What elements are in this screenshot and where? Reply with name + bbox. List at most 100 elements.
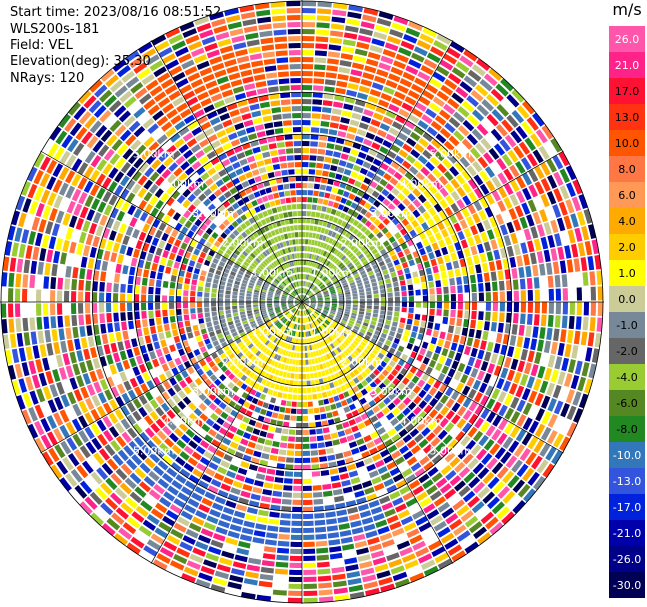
gate: [544, 141, 556, 157]
gate: [457, 125, 470, 137]
gate: [171, 201, 181, 211]
gate: [258, 580, 273, 588]
gate: [21, 288, 28, 302]
gate: [226, 102, 238, 111]
gate: [259, 430, 268, 438]
gate: [578, 194, 588, 210]
gate: [308, 292, 313, 297]
gate: [416, 215, 425, 225]
gate: [365, 376, 373, 384]
gate: [467, 178, 478, 190]
gate: [333, 320, 339, 325]
gate: [284, 262, 289, 269]
gate: [461, 354, 469, 364]
gate: [563, 215, 573, 230]
gate: [337, 203, 345, 211]
gate: [255, 350, 262, 357]
gate: [177, 248, 185, 257]
gate: [262, 446, 272, 453]
gate: [94, 487, 108, 500]
gate: [219, 318, 226, 324]
gate: [318, 449, 327, 456]
gate: [212, 278, 219, 285]
gate: [288, 576, 302, 582]
gate: [314, 64, 326, 71]
gate: [368, 399, 377, 408]
gate: [314, 379, 320, 385]
gate: [83, 165, 95, 179]
gate: [324, 320, 330, 326]
gate: [204, 127, 215, 137]
gate: [232, 312, 239, 317]
gate: [402, 208, 411, 217]
gate: [284, 343, 289, 349]
gate: [262, 285, 269, 289]
gate: [227, 21, 242, 30]
gate: [120, 312, 126, 322]
gate: [356, 382, 364, 390]
gate: [213, 199, 221, 207]
gate: [117, 449, 129, 462]
gate: [105, 240, 114, 251]
gate: [285, 335, 289, 342]
gate: [288, 285, 293, 290]
gate: [305, 324, 308, 330]
gate: [365, 102, 377, 111]
gate: [307, 290, 311, 295]
gate: [226, 360, 233, 368]
gate: [460, 435, 471, 447]
gate: [177, 411, 187, 421]
gate: [414, 143, 425, 153]
gate: [512, 500, 526, 514]
gate: [343, 391, 350, 398]
gate: [404, 559, 419, 570]
gate: [526, 116, 539, 131]
gate: [403, 450, 414, 460]
gate: [489, 375, 499, 387]
gate: [126, 516, 141, 529]
gate: [253, 304, 259, 308]
gate: [30, 260, 38, 274]
gate: [307, 401, 313, 407]
gate: [361, 516, 374, 525]
gate: [100, 323, 107, 334]
gate: [415, 369, 424, 378]
gate: [374, 459, 385, 468]
gate: [282, 492, 292, 498]
gate: [267, 247, 273, 254]
gate: [233, 284, 240, 289]
gate: [28, 289, 35, 302]
gate: [108, 230, 117, 241]
gate: [317, 263, 321, 269]
gate: [394, 138, 405, 148]
gate: [227, 278, 234, 284]
gate: [334, 318, 340, 323]
gate: [217, 361, 225, 369]
gate: [22, 317, 29, 332]
gate: [337, 516, 349, 524]
gate: [37, 261, 44, 275]
gate: [302, 50, 314, 56]
gate: [450, 41, 465, 53]
gate: [273, 280, 279, 285]
gate: [54, 396, 64, 411]
gate: [219, 557, 233, 566]
gate: [308, 282, 312, 288]
gate: [352, 483, 363, 492]
gate: [189, 553, 204, 564]
gate: [158, 332, 165, 341]
gate: [493, 249, 501, 260]
gate: [218, 443, 228, 452]
gate: [391, 527, 405, 537]
gate: [338, 305, 344, 309]
gate: [187, 193, 197, 203]
gate: [502, 436, 514, 450]
gate: [430, 120, 443, 132]
gate: [280, 316, 285, 321]
gate: [306, 281, 309, 287]
gate: [62, 212, 71, 226]
gate: [335, 284, 342, 289]
gate: [453, 222, 462, 233]
gate: [162, 346, 170, 355]
gate: [333, 331, 339, 337]
